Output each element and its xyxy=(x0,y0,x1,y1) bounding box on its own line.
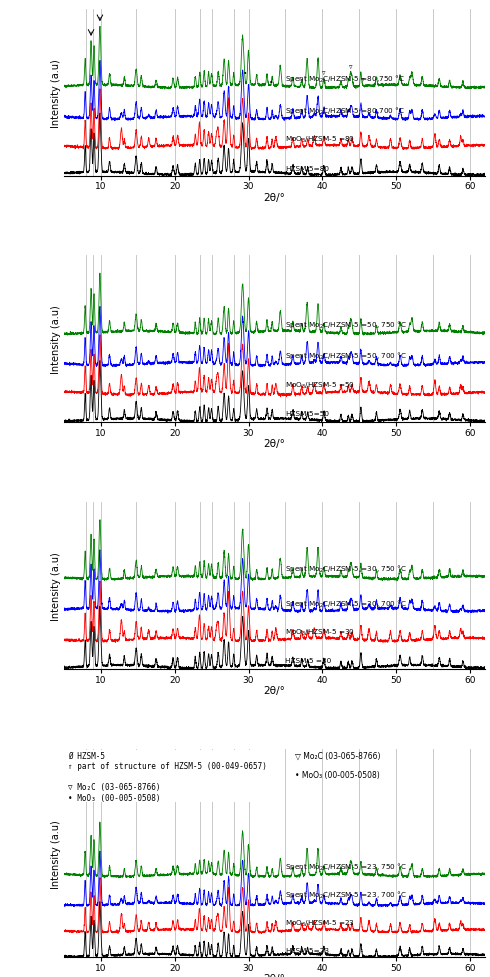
Text: $\bullet$: $\bullet$ xyxy=(242,69,247,75)
Text: Spent Mo$_2$C/HZSM-5 =80,750 °C: Spent Mo$_2$C/HZSM-5 =80,750 °C xyxy=(286,73,405,85)
Text: $\triangledown$: $\triangledown$ xyxy=(321,70,327,77)
Text: MoO$_3$/HZSM-5 =30: MoO$_3$/HZSM-5 =30 xyxy=(286,626,355,637)
Text: $\bullet$: $\bullet$ xyxy=(268,78,273,84)
X-axis label: 2θ/°: 2θ/° xyxy=(264,192,285,202)
Y-axis label: Intensity (a.u): Intensity (a.u) xyxy=(51,59,61,127)
X-axis label: 2θ/°: 2θ/° xyxy=(264,973,285,977)
Text: HZSM-5=23: HZSM-5=23 xyxy=(286,947,329,953)
Y-axis label: Intensity (a.u): Intensity (a.u) xyxy=(51,305,61,374)
Text: Spent Mo$_2$C/HZSM-5 =50, 700 °C: Spent Mo$_2$C/HZSM-5 =50, 700 °C xyxy=(286,350,408,361)
Text: MoO$_3$/HZSM-5 =80: MoO$_3$/HZSM-5 =80 xyxy=(286,135,355,145)
Y-axis label: Intensity (a.u): Intensity (a.u) xyxy=(51,552,61,620)
Y-axis label: Intensity (a.u): Intensity (a.u) xyxy=(51,819,61,887)
X-axis label: 2θ/°: 2θ/° xyxy=(264,439,285,448)
Text: $\triangledown$: $\triangledown$ xyxy=(348,64,353,71)
Text: Spent Mo$_2$C/HZSM-5 =30, 750 °C: Spent Mo$_2$C/HZSM-5 =30, 750 °C xyxy=(286,563,408,574)
Text: Spent Mo$_2$C/HZSM-5 =23, 700 °C: Spent Mo$_2$C/HZSM-5 =23, 700 °C xyxy=(286,889,408,900)
Text: Ø HZSM-5
⇑ part of structure of HZSM-5 (00-049-0657)

▽ Mo₂C (03-065-8766)
• MoO: Ø HZSM-5 ⇑ part of structure of HZSM-5 (… xyxy=(68,751,267,802)
Text: • MoO₃ (00-005-0508): • MoO₃ (00-005-0508) xyxy=(295,770,380,779)
Text: HZSM-5=50: HZSM-5=50 xyxy=(286,411,329,417)
Text: Spent Mo$_2$C/HZSM-5 =50, 750 °C: Spent Mo$_2$C/HZSM-5 =50, 750 °C xyxy=(286,319,408,330)
Text: ▽ Mo₂C (03-065-8766): ▽ Mo₂C (03-065-8766) xyxy=(295,751,381,760)
Text: $\triangledown$: $\triangledown$ xyxy=(360,77,366,84)
Text: HZSM-5=80: HZSM-5=80 xyxy=(286,165,329,171)
Text: MoO$_3$/HZSM-5 =23: MoO$_3$/HZSM-5 =23 xyxy=(286,917,355,928)
X-axis label: 2θ/°: 2θ/° xyxy=(264,685,285,696)
Text: Spent Mo$_2$C/HZSM-5 =80,700 °C: Spent Mo$_2$C/HZSM-5 =80,700 °C xyxy=(286,106,405,116)
Text: HZSM-5 =30: HZSM-5 =30 xyxy=(286,658,332,663)
Text: Spent Mo$_2$C/HZSM-5 =30, 700 °C: Spent Mo$_2$C/HZSM-5 =30, 700 °C xyxy=(286,598,408,610)
Text: MoO$_3$/HZSM-5 =50: MoO$_3$/HZSM-5 =50 xyxy=(286,381,355,391)
Text: Spent Mo$_2$C/HZSM-5 =23, 750 °C: Spent Mo$_2$C/HZSM-5 =23, 750 °C xyxy=(286,861,408,872)
